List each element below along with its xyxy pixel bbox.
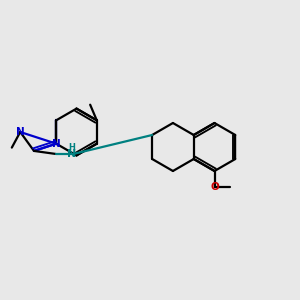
Text: N: N (52, 139, 61, 149)
Text: O: O (210, 182, 219, 192)
Text: N: N (16, 127, 25, 137)
Text: H: H (69, 143, 76, 152)
Text: N: N (68, 149, 77, 159)
